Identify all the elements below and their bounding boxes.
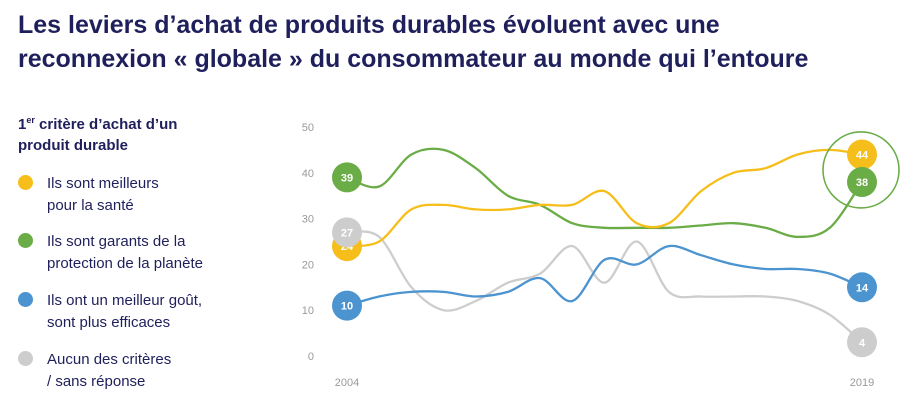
endpoint-marker-planete-end <box>847 166 877 197</box>
endpoint-marker-aucun-end <box>847 327 877 358</box>
endpoint-marker-planete-start <box>332 162 362 193</box>
y-tick-label: 0 <box>308 351 314 363</box>
data-label-planete-end: 38 <box>856 177 868 189</box>
series-line-planete <box>345 147 864 239</box>
chart-title-line1: Les leviers d’achat de produits durables… <box>18 11 720 39</box>
series-line-gout <box>345 244 864 307</box>
endpoint-marker-aucun-start <box>332 217 362 248</box>
data-label-aucun-end: 4 <box>859 337 866 349</box>
legend-heading-sup: er <box>26 115 35 125</box>
legend-heading: 1er critère d’achat d’un produit durable <box>18 110 177 156</box>
legend-label-sante-line1: Ils sont meilleurs <box>47 175 159 192</box>
legend-label-aucun-line2: / sans réponse <box>47 373 146 390</box>
legend-heading-num: 1 <box>18 116 27 133</box>
x-tick-label-start: 2004 <box>335 377 359 389</box>
legend-label-gout-line2: sont plus efficaces <box>47 314 171 331</box>
legend-label-gout-line1: Ils ont un meilleur goût, <box>47 292 203 309</box>
chart-title-line2: reconnexion « globale » du consommateur … <box>18 45 809 73</box>
data-label-gout-start: 10 <box>341 301 353 313</box>
endpoint-marker-gout-end <box>847 272 877 303</box>
legend-label-planete-line1: Ils sont garants de la <box>47 233 186 250</box>
chart-title: Les leviers d’achat de produits durables… <box>18 8 913 76</box>
legend-label-planete-line2: protection de la planète <box>47 255 203 272</box>
highlight-ring <box>822 131 900 209</box>
legend-heading-rest: critère d’achat d’un <box>34 116 178 133</box>
data-label-sante-end: 44 <box>856 149 869 161</box>
legend-dot-sante <box>18 175 33 190</box>
legend-label-aucun-line1: Aucun des critères <box>47 351 172 368</box>
legend-dot-planete <box>18 233 33 248</box>
series-line-sante <box>345 148 864 248</box>
legend-heading-line2: produit durable <box>18 137 128 154</box>
legend-dot-gout <box>18 292 33 307</box>
y-tick-label: 20 <box>302 259 314 271</box>
endpoint-marker-gout-start <box>332 290 362 321</box>
series-line-aucun <box>345 230 864 344</box>
y-tick-label: 50 <box>302 122 314 134</box>
y-tick-label: 40 <box>302 168 314 180</box>
legend-dot-aucun <box>18 351 33 366</box>
data-label-aucun-start: 27 <box>341 227 353 239</box>
y-tick-label: 10 <box>302 305 314 317</box>
endpoint-marker-sante-end <box>847 139 877 170</box>
data-label-gout-end: 14 <box>856 282 869 294</box>
x-tick-label-end: 2019 <box>850 377 874 389</box>
data-label-planete-start: 39 <box>341 172 353 184</box>
legend-label-sante-line2: pour la santé <box>47 197 134 214</box>
y-tick-label: 30 <box>302 214 314 226</box>
